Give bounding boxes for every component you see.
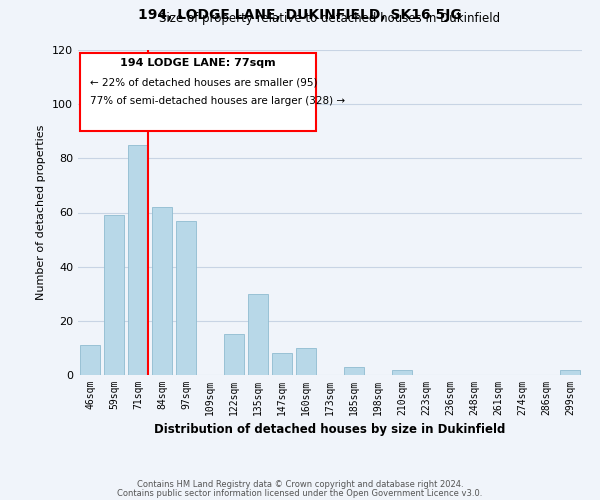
Bar — [272, 354, 292, 375]
Title: Size of property relative to detached houses in Dukinfield: Size of property relative to detached ho… — [160, 12, 500, 25]
Bar — [392, 370, 412, 375]
Bar — [344, 367, 364, 375]
Text: Contains HM Land Registry data © Crown copyright and database right 2024.: Contains HM Land Registry data © Crown c… — [137, 480, 463, 489]
Text: ← 22% of detached houses are smaller (95): ← 22% of detached houses are smaller (95… — [90, 77, 317, 87]
Text: Contains public sector information licensed under the Open Government Licence v3: Contains public sector information licen… — [118, 488, 482, 498]
Y-axis label: Number of detached properties: Number of detached properties — [37, 125, 46, 300]
Bar — [224, 334, 244, 375]
Text: 194 LODGE LANE: 77sqm: 194 LODGE LANE: 77sqm — [120, 58, 276, 68]
Bar — [560, 370, 580, 375]
Bar — [80, 345, 100, 375]
Bar — [152, 207, 172, 375]
Bar — [128, 145, 148, 375]
Bar — [104, 215, 124, 375]
Text: 77% of semi-detached houses are larger (328) →: 77% of semi-detached houses are larger (… — [90, 96, 345, 106]
X-axis label: Distribution of detached houses by size in Dukinfield: Distribution of detached houses by size … — [154, 424, 506, 436]
Bar — [176, 220, 196, 375]
Text: 194, LODGE LANE, DUKINFIELD, SK16 5JG: 194, LODGE LANE, DUKINFIELD, SK16 5JG — [138, 8, 462, 22]
FancyBboxPatch shape — [80, 52, 316, 131]
Bar — [296, 348, 316, 375]
Bar — [248, 294, 268, 375]
